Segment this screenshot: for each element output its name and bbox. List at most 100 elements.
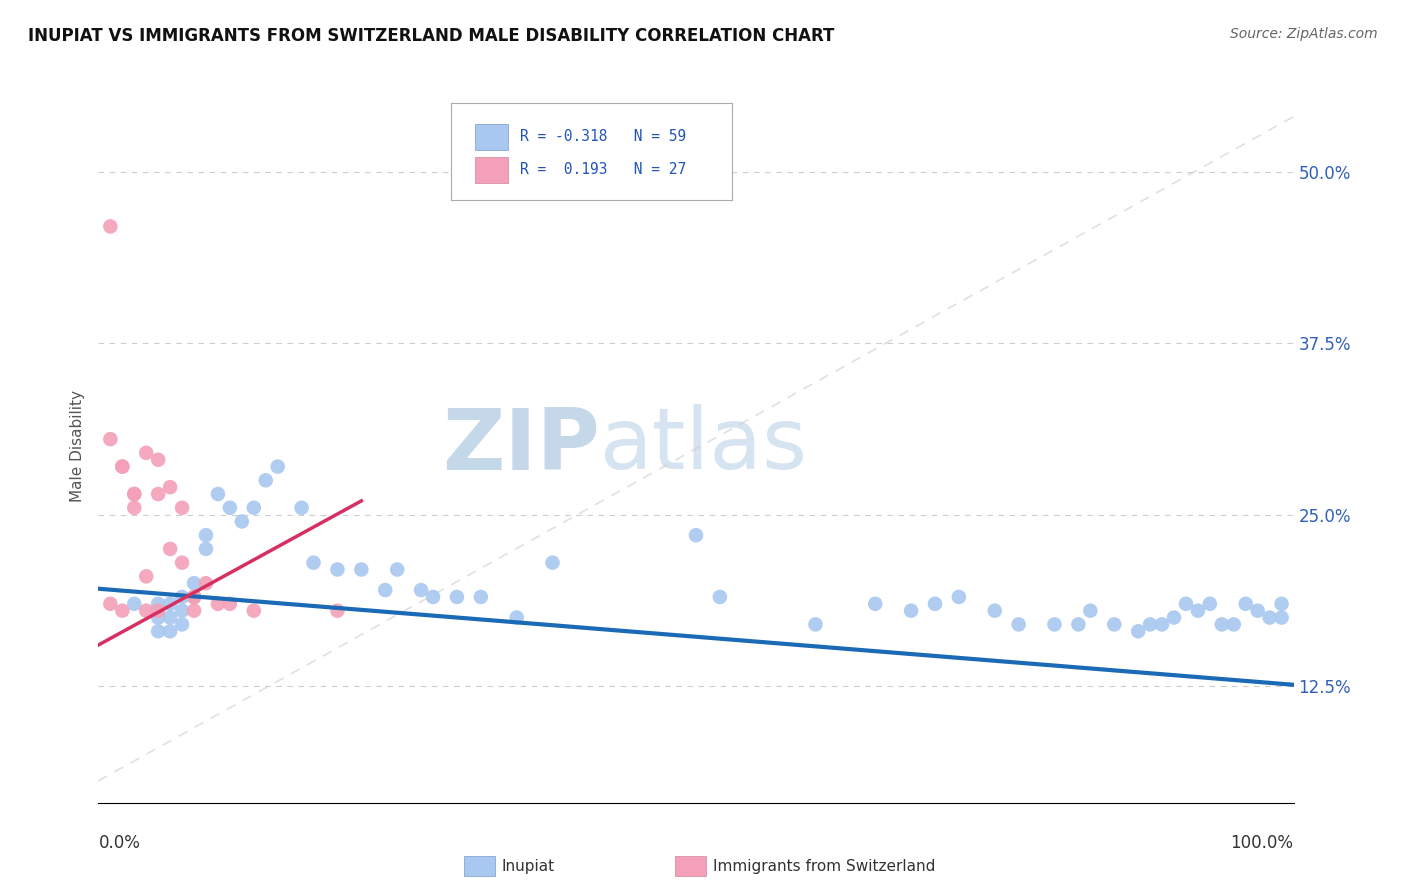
Point <box>1234 597 1257 611</box>
Point <box>506 610 529 624</box>
Point <box>1007 617 1029 632</box>
Point <box>172 556 194 570</box>
Point <box>374 583 396 598</box>
Point <box>1211 617 1233 632</box>
Point <box>183 590 205 604</box>
Point <box>148 597 170 611</box>
Point <box>470 590 492 604</box>
Point <box>124 487 146 501</box>
Point <box>1128 624 1150 639</box>
Point <box>194 541 218 556</box>
Point <box>172 500 194 515</box>
Point <box>207 597 229 611</box>
Point <box>685 528 707 542</box>
Point <box>1258 610 1281 624</box>
Point <box>111 604 134 618</box>
Point <box>709 590 731 604</box>
Point <box>135 604 157 618</box>
Point <box>231 515 253 529</box>
Text: 0.0%: 0.0% <box>98 834 141 852</box>
Point <box>183 604 205 618</box>
Point <box>326 562 349 576</box>
Text: R = -0.318   N = 59: R = -0.318 N = 59 <box>520 129 686 145</box>
Point <box>207 487 229 501</box>
Point <box>1198 597 1220 611</box>
Point <box>183 576 205 591</box>
Point <box>124 500 146 515</box>
Point <box>900 604 922 618</box>
Text: Source: ZipAtlas.com: Source: ZipAtlas.com <box>1230 27 1378 41</box>
Point <box>98 219 122 234</box>
Point <box>111 459 134 474</box>
Point <box>411 583 433 598</box>
Point <box>948 590 970 604</box>
Point <box>1271 610 1294 624</box>
Point <box>183 590 205 604</box>
Point <box>1246 604 1268 618</box>
Point <box>124 597 146 611</box>
Text: Immigrants from Switzerland: Immigrants from Switzerland <box>713 859 935 873</box>
Point <box>291 500 314 515</box>
Point <box>148 610 170 624</box>
Bar <box>475 124 509 150</box>
Point <box>1163 610 1185 624</box>
Text: ZIP: ZIP <box>443 404 600 488</box>
Point <box>183 590 205 604</box>
Point <box>159 610 181 624</box>
Point <box>924 597 946 611</box>
Point <box>159 480 181 494</box>
Point <box>1150 617 1173 632</box>
Point <box>219 500 242 515</box>
Point <box>148 624 170 639</box>
Text: 100.0%: 100.0% <box>1230 834 1294 852</box>
Point <box>1102 617 1125 632</box>
Point <box>98 597 122 611</box>
Point <box>172 604 194 618</box>
Point <box>243 500 266 515</box>
Point <box>1043 617 1066 632</box>
Bar <box>475 157 509 183</box>
Text: INUPIAT VS IMMIGRANTS FROM SWITZERLAND MALE DISABILITY CORRELATION CHART: INUPIAT VS IMMIGRANTS FROM SWITZERLAND M… <box>28 27 835 45</box>
Point <box>1067 617 1090 632</box>
Point <box>124 487 146 501</box>
Text: Inupiat: Inupiat <box>502 859 555 873</box>
Point <box>98 432 122 446</box>
Point <box>267 459 290 474</box>
Point <box>219 597 242 611</box>
Point <box>254 473 277 487</box>
Point <box>326 604 349 618</box>
Point <box>984 604 1007 618</box>
Point <box>159 541 181 556</box>
Point <box>159 624 181 639</box>
Point <box>302 556 325 570</box>
Point <box>804 617 827 632</box>
Point <box>422 590 444 604</box>
Point <box>1080 604 1102 618</box>
Point <box>1271 597 1294 611</box>
Point <box>243 604 266 618</box>
Point <box>541 556 564 570</box>
Point <box>148 487 170 501</box>
Point <box>863 597 887 611</box>
FancyBboxPatch shape <box>451 103 733 200</box>
Point <box>135 569 157 583</box>
Point <box>148 452 170 467</box>
Point <box>446 590 468 604</box>
Point <box>1175 597 1198 611</box>
Point <box>194 528 218 542</box>
Point <box>135 446 157 460</box>
Point <box>1222 617 1246 632</box>
Y-axis label: Male Disability: Male Disability <box>70 390 86 502</box>
Point <box>111 459 134 474</box>
Point <box>172 617 194 632</box>
Point <box>385 562 409 576</box>
Point <box>159 597 181 611</box>
Point <box>1187 604 1209 618</box>
Text: R =  0.193   N = 27: R = 0.193 N = 27 <box>520 162 686 178</box>
Point <box>172 590 194 604</box>
Point <box>148 604 170 618</box>
Point <box>194 576 218 591</box>
Point <box>1139 617 1161 632</box>
Point <box>350 562 373 576</box>
Text: atlas: atlas <box>600 404 808 488</box>
